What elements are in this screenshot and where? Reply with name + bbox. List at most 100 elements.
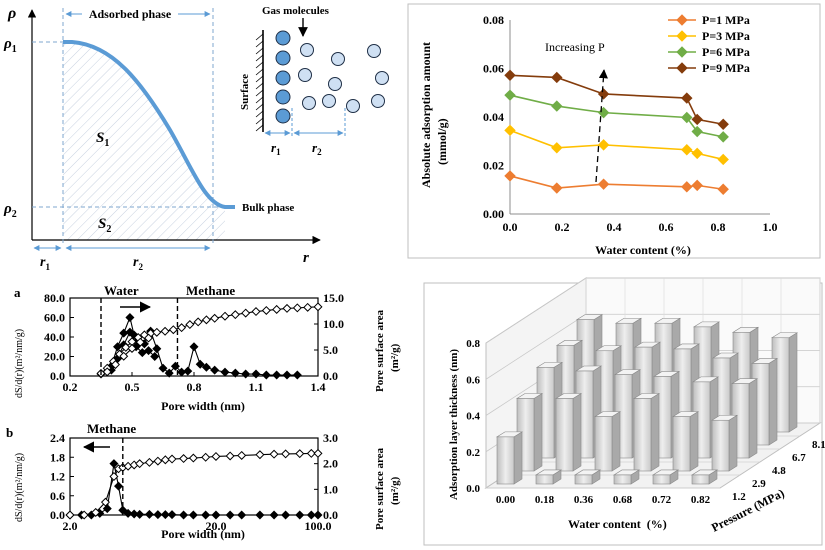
chartCa-ytick: 40.0 [44,330,65,344]
chartCb-ytick: 0.0 [50,508,65,522]
chartCb-point [135,459,145,469]
chartCa-point [119,328,129,338]
chartCa-xtick: 0.5 [125,380,140,394]
chartCa-point [158,363,168,373]
chart-b-xtick: 0.8 [711,220,726,234]
chartCa-point [272,304,282,314]
chartCa-ytick: 60.0 [44,311,65,325]
bar3d-side [533,392,543,472]
chartCb-y2tick: 3.0 [323,431,338,445]
bar3d-side [689,411,699,472]
subplot-b-label: b [6,425,13,440]
chartCa-xtick: 1.4 [311,380,326,394]
wall-hatch-line [255,61,264,69]
bar3d [593,411,622,472]
chartCb-y2tick: 2.0 [323,457,338,471]
free-molecule [298,68,312,82]
chartCa-ytick: 20.0 [44,350,65,364]
s1-label: S1 [96,130,109,149]
chartCb-point [91,507,101,517]
bar3d-side [788,332,798,433]
chart-d-xtick: 0.18 [535,494,555,506]
chart-b-legend-marker [676,62,688,74]
chart-d-xtick: 0.36 [574,494,594,506]
chart-b-legend-marker [676,30,688,42]
chart-b-ylabel: Absolute adsorption amount [419,42,433,188]
chart-b-xtick: 0.0 [503,220,518,234]
free-molecule [346,99,360,113]
chartCa-point [251,307,261,317]
chartCb-point [129,509,139,519]
chartCa-point [210,313,220,323]
chartCa-xtick: 0.8 [187,380,202,394]
chartCb-point [211,510,221,520]
chart-b-point [717,153,729,166]
chartCa-point [152,327,162,337]
chartCb-point [144,457,154,467]
wall-hatch-line [255,33,264,41]
chartCa-point [261,305,271,315]
wall-hatch-line [255,75,264,83]
chartCb-xtick: 100.0 [305,519,332,533]
increasing-p-label: Increasing P [545,40,605,54]
chartCa-y2tick: 5.0 [323,343,338,357]
wall-hatch-line [255,47,264,55]
y-axis-label: ρ [7,5,16,22]
chartCa-point [210,365,220,375]
chart-d-ytick: 0.0 [466,483,480,495]
chart-ca-y2label-units: (m²/g) [389,343,401,372]
bar3d-side [728,414,738,472]
chart-cb-y2label-units: (m²/g) [389,476,401,505]
chartCa-point [102,367,112,377]
chartCb-point [269,510,279,520]
adsorbed-molecule [275,108,291,124]
chartCb-point [123,508,133,518]
chartCa-point [135,337,145,347]
chartCb-point [313,448,323,458]
chart-b-ytick: 0.04 [483,110,504,124]
rho1-label: ρ1 [3,36,17,55]
chart-d-ytick: 0.4 [466,411,480,423]
wall-hatch-line [255,40,264,48]
chartCa-xtick: 0.2 [63,380,78,394]
molecule-inset: Surface Gas molecules r1 r2 [239,5,389,157]
chartCa-point [303,302,313,312]
adsorbed-molecule [275,30,291,46]
chartCa-point [282,303,292,313]
chart-b-point [681,144,693,156]
chartCa-point [313,302,323,312]
rho2-label: ρ2 [3,201,17,220]
chartCb-point [201,452,211,462]
chart-b-frame [407,3,821,259]
bar3d-front [711,419,730,472]
chartCa-point [201,362,211,372]
chart-d-zlabel: Pressure (MPa) [709,486,787,535]
bulk-phase-label: Bulk phase [242,202,294,214]
methane-annotation-a: Methane [186,283,235,298]
adsorbed-molecule [275,50,291,66]
adsorbed-phase-label: Adsorbed phase [89,7,172,21]
chart-b-ylabel-units: (mmol/g) [435,118,449,165]
chartCb-ytick: 1.2 [50,470,65,484]
chartCa-point [220,367,230,377]
water-annotation: Water [104,283,139,298]
chartCa-point [110,360,120,370]
subplot-a-label: a [14,285,21,300]
chartCb-point [65,510,75,520]
bar3d [534,469,563,485]
chartCb-point [188,510,198,520]
chartCb-point [255,510,265,520]
chart-b-legend-label: P=1 MPa [702,13,750,27]
chartCa-y2tick: 10.0 [323,317,344,331]
chart-b-xlabel: Water content (%) [595,243,691,257]
wall-hatch-line [255,96,264,104]
chart-b-point [681,181,693,193]
bar3d [651,469,680,485]
chart-b-ytick: 0.00 [483,207,504,221]
bar3d [710,414,739,472]
chart-d-ztick: 2.9 [752,478,766,490]
chartCa-point [125,312,135,323]
chartCb-point [188,453,198,463]
chartCa-point [230,310,240,320]
adsorbed-molecule [275,89,291,105]
